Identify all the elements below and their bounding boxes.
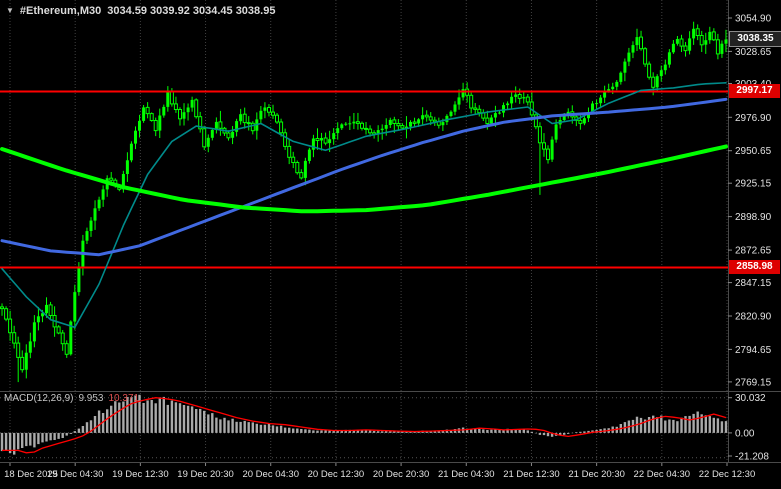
time-axis-label[interactable]: 21 Dec 04:30 <box>438 469 495 480</box>
time-axis-label[interactable]: 22 Dec 12:30 <box>699 469 756 480</box>
macd-axis: 30.032 0.00 -21.208 <box>728 393 769 463</box>
price-axis-label: 2925.15 <box>735 179 772 190</box>
time-axis-label[interactable]: 20 Dec 04:30 <box>242 469 299 480</box>
time-axis-label[interactable]: 21 Dec 20:30 <box>568 469 625 480</box>
time-axis-label[interactable]: 19 Dec 20:30 <box>177 469 234 480</box>
current-price-tag: 3038.35 <box>729 31 781 48</box>
horizontal-level-lines[interactable] <box>0 90 728 269</box>
chart-title: ▼ #Ethereum,M30 3034.59 3039.92 3034.45 … <box>6 5 275 17</box>
price-axis-label: 2794.65 <box>735 345 772 356</box>
macd-grid-levels <box>0 397 728 459</box>
symbol-timeframe-label: #Ethereum,M30 <box>19 5 102 17</box>
macd-axis-label: 0.00 <box>735 428 755 439</box>
time-axis-label[interactable]: 19 Dec 04:30 <box>47 469 104 480</box>
ma-medium-blue-line[interactable] <box>0 97 728 257</box>
symbol-marker-icon: ▼ <box>6 6 14 15</box>
ohlc-values: 3034.59 3039.92 3034.45 3038.95 <box>107 5 276 17</box>
ma-slow-green-line[interactable] <box>0 144 728 214</box>
price-axis-label: 2950.65 <box>735 146 772 157</box>
price-axis-label: 2820.90 <box>735 312 772 323</box>
price-axis-label: 3028.65 <box>735 47 772 58</box>
macd-axis-label: -21.208 <box>735 452 769 463</box>
macd-axis-label: 30.032 <box>735 393 766 404</box>
macd-name: MACD(12,26,9) <box>4 393 74 404</box>
time-axis-label[interactable]: 19 Dec 12:30 <box>112 469 169 480</box>
price-axis-label: 2898.90 <box>735 212 772 223</box>
time-axis-label[interactable]: 20 Dec 12:30 <box>308 469 365 480</box>
time-axis-label[interactable]: 18 Dec 2025 <box>4 469 58 480</box>
macd-indicator-label: MACD(12,26,9) 9.953 10.371 <box>4 393 139 404</box>
candles <box>0 21 728 383</box>
price-axis-label: 2769.15 <box>735 377 772 388</box>
time-axis-label[interactable]: 21 Dec 12:30 <box>503 469 560 480</box>
price-axis-label: 2872.65 <box>735 246 772 257</box>
lower-level-price-tag: 2858.98 <box>729 260 780 275</box>
price-axis-label: 2847.15 <box>735 278 772 289</box>
macd-main-value: 9.953 <box>78 393 104 404</box>
price-axis-label: 3054.90 <box>735 14 772 25</box>
price-axis-label: 2976.90 <box>735 113 772 124</box>
price-axis: 3054.903028.653003.402976.902950.652925.… <box>728 14 772 388</box>
macd-signal-value: 10.371 <box>108 393 140 404</box>
upper-level-price-tag: 2997.17 <box>729 84 780 99</box>
macd-signal-line <box>2 397 727 454</box>
time-axis-label[interactable]: 22 Dec 04:30 <box>634 469 691 480</box>
time-axis-label[interactable]: 20 Dec 20:30 <box>373 469 430 480</box>
ma-fast-teal-line[interactable] <box>1 82 727 329</box>
grid-lines <box>9 0 728 461</box>
